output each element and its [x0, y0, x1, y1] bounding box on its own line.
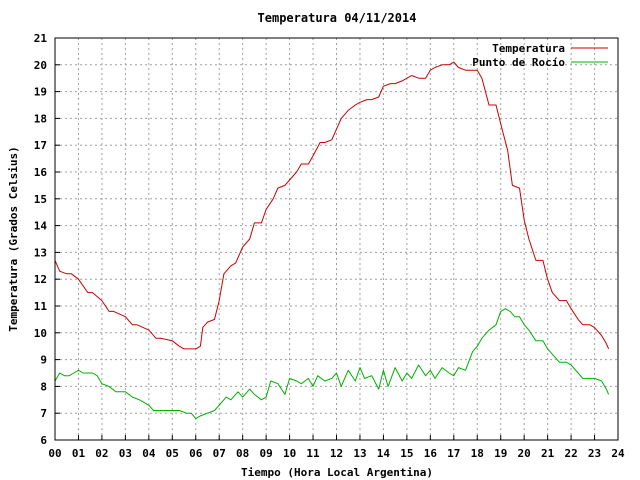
- x-tick-label: 20: [518, 447, 531, 460]
- x-axis-label: Tiempo (Hora Local Argentina): [241, 466, 433, 479]
- legend-label: Punto de Rocío: [472, 56, 565, 69]
- x-tick-label: 07: [213, 447, 226, 460]
- grid: [55, 38, 618, 440]
- x-tick-label: 09: [260, 447, 273, 460]
- x-tick-label: 16: [424, 447, 438, 460]
- y-tick-label: 13: [34, 246, 47, 259]
- y-tick-label: 7: [40, 407, 47, 420]
- x-tick-label: 04: [142, 447, 156, 460]
- series-lines: [54, 61, 610, 420]
- chart-title: Temperatura 04/11/2014: [258, 11, 417, 25]
- x-tick-label: 13: [353, 447, 366, 460]
- y-tick-label: 11: [34, 300, 48, 313]
- y-tick-label: 12: [34, 273, 47, 286]
- x-tick-label: 05: [166, 447, 179, 460]
- x-tick-label: 06: [189, 447, 203, 460]
- y-axis-ticks: 6 7 8 9 10 11 12 13 14 15 16 17 18 19 20 21: [34, 32, 60, 447]
- y-tick-label: 16: [34, 166, 48, 179]
- x-tick-label: 22: [564, 447, 577, 460]
- x-tick-label: 01: [72, 447, 86, 460]
- y-tick-label: 6: [40, 434, 47, 447]
- x-tick-label: 11: [306, 447, 320, 460]
- y-tick-label: 9: [40, 354, 47, 367]
- y-axis-label: Temperatura (Grados Celsius): [7, 146, 20, 331]
- x-tick-label: 19: [494, 447, 507, 460]
- x-tick-label: 14: [377, 447, 391, 460]
- x-tick-label: 24: [611, 447, 625, 460]
- x-tick-label: 21: [541, 447, 555, 460]
- x-tick-label: 15: [400, 447, 413, 460]
- x-tick-label: 23: [588, 447, 601, 460]
- series-line-temperatura: [54, 61, 610, 350]
- x-axis-ticks: 00 01 02 03 04 05 06 07 08 09 10 11 12 13 14 15 16 17 18 19…: [48, 435, 625, 460]
- y-tick-label: 8: [40, 380, 47, 393]
- series-line-punto-de-rocio: [54, 308, 610, 420]
- x-tick-label: 12: [330, 447, 343, 460]
- x-tick-label: 10: [283, 447, 296, 460]
- x-tick-label: 00: [48, 447, 61, 460]
- y-tick-label: 17: [34, 139, 47, 152]
- y-tick-label: 19: [34, 86, 47, 99]
- y-tick-label: 14: [34, 220, 48, 233]
- x-tick-label: 17: [447, 447, 460, 460]
- x-tick-label: 03: [119, 447, 132, 460]
- y-tick-label: 18: [34, 112, 47, 125]
- x-tick-label: 18: [471, 447, 484, 460]
- y-tick-label: 15: [34, 193, 47, 206]
- y-tick-label: 20: [34, 59, 47, 72]
- legend-label: Temperatura: [492, 42, 565, 55]
- x-tick-label: 02: [95, 447, 108, 460]
- y-tick-label: 21: [34, 32, 48, 45]
- x-tick-label: 08: [236, 447, 249, 460]
- y-tick-label: 10: [34, 327, 47, 340]
